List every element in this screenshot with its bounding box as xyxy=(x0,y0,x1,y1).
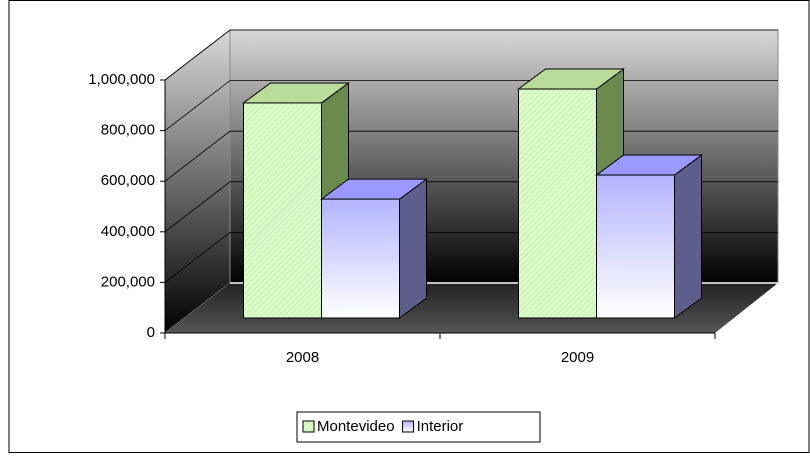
x-tick-label: 2009 xyxy=(561,349,594,366)
bar-side xyxy=(399,178,427,319)
side-wall xyxy=(164,28,231,335)
bar xyxy=(243,102,322,319)
bar xyxy=(321,198,400,319)
legend-box xyxy=(296,411,541,443)
y-tick-label: 400,000 xyxy=(101,223,155,240)
y-tick-label: 800,000 xyxy=(101,122,155,139)
legend-label: Montevideo xyxy=(317,418,395,435)
y-tick-label: 0 xyxy=(147,324,155,341)
bar-side xyxy=(674,154,702,319)
y-tick-label: 200,000 xyxy=(101,273,155,290)
y-tick-label: 600,000 xyxy=(101,172,155,189)
legend-swatch xyxy=(302,420,315,433)
y-tick-label: 1,000,000 xyxy=(88,71,155,88)
legend-swatch xyxy=(402,420,415,433)
grid-line xyxy=(164,29,778,81)
bar xyxy=(596,174,675,319)
x-tick-label: 2008 xyxy=(286,349,319,366)
bar xyxy=(518,88,597,319)
legend-label: Interior xyxy=(417,418,464,435)
